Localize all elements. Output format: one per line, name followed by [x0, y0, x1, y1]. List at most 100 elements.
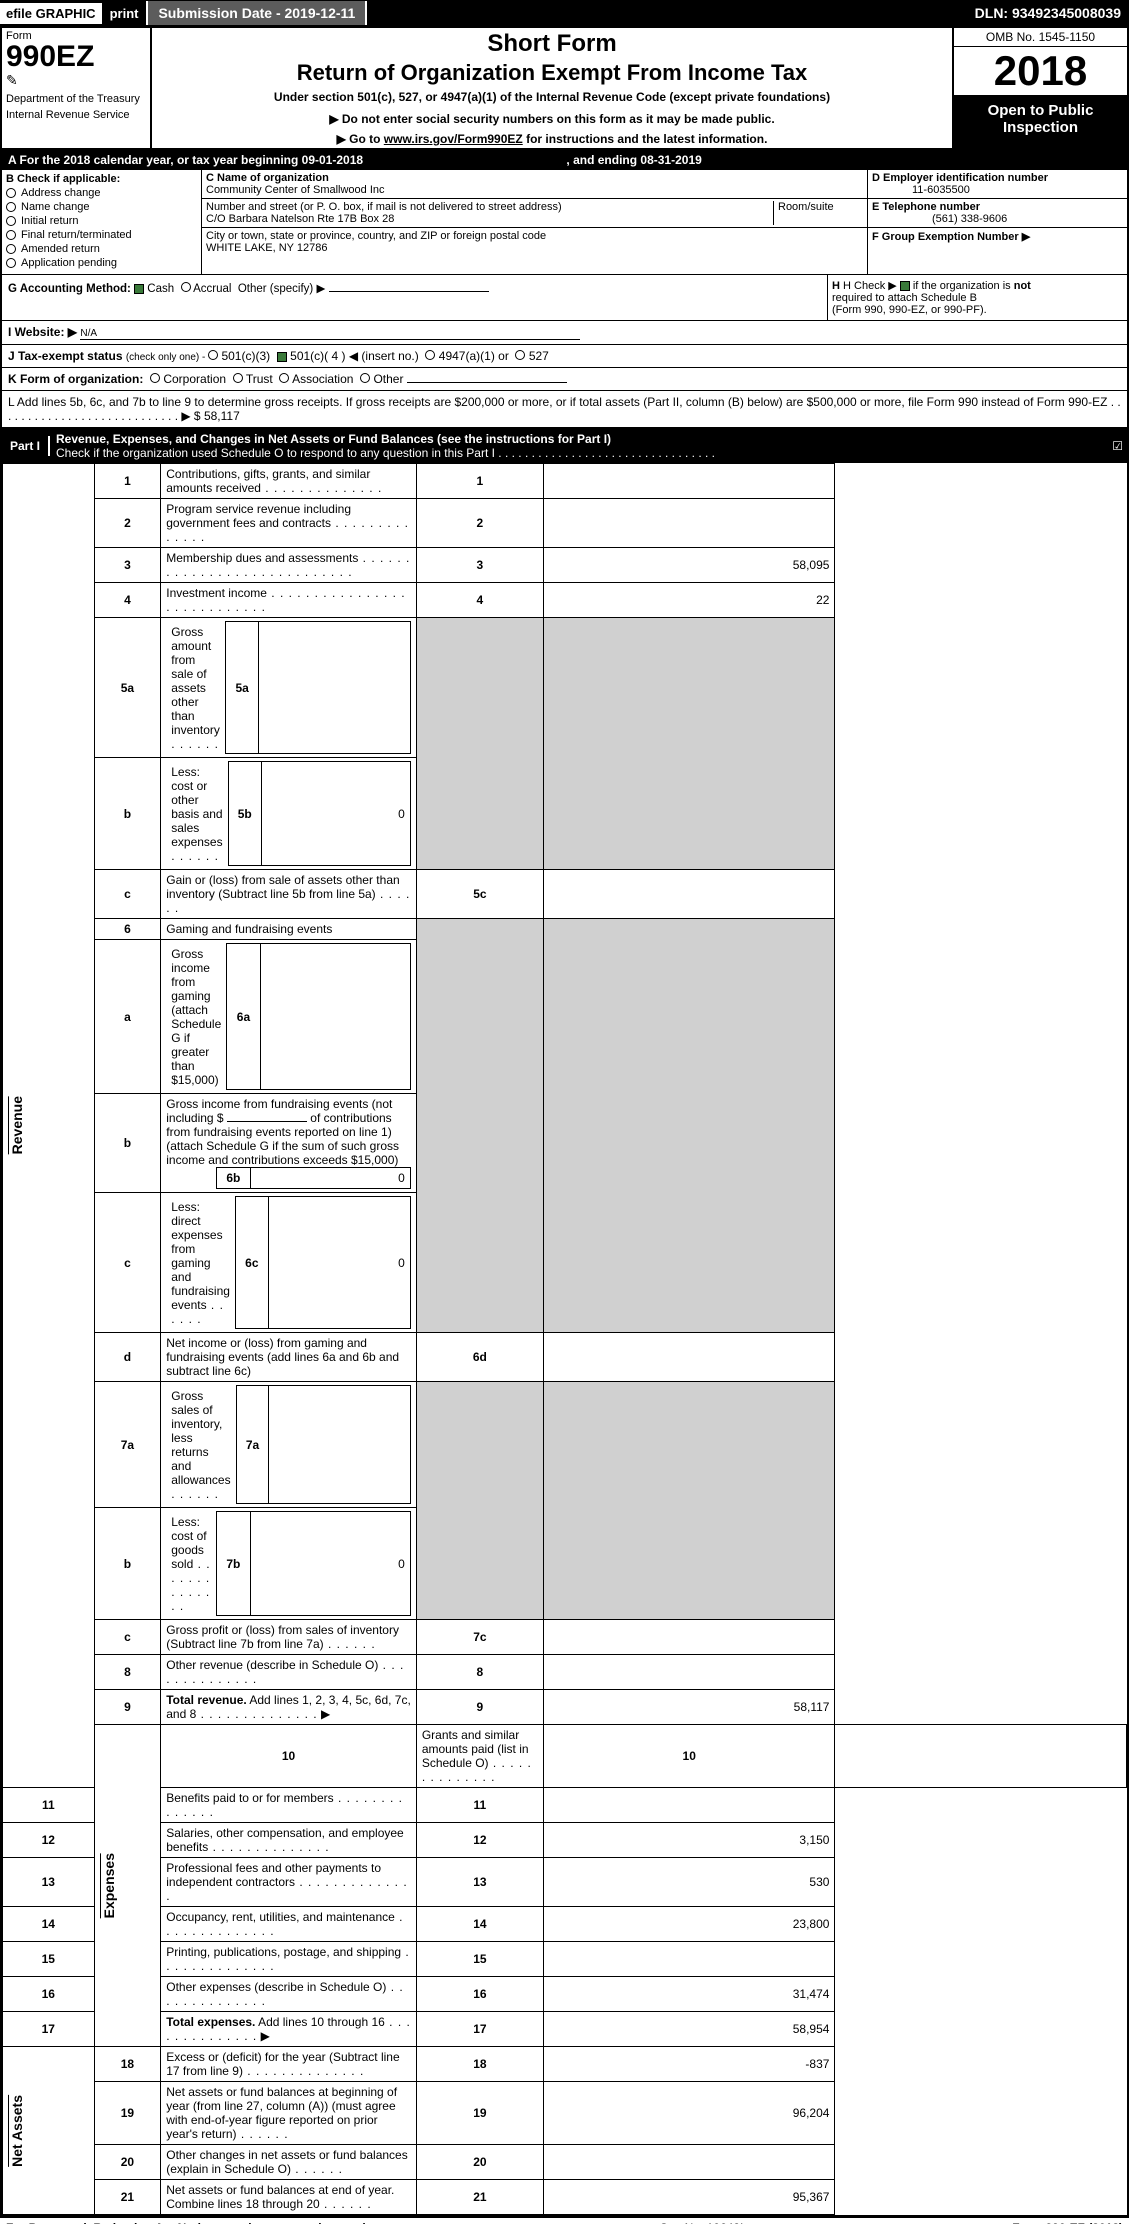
line-11-val [543, 1788, 835, 1823]
org-name-cell: C Name of organization Community Center … [202, 170, 867, 199]
chk-cash[interactable] [134, 284, 144, 294]
line-16-val: 31,474 [543, 1977, 835, 2012]
chk-assoc[interactable] [279, 373, 289, 383]
line-2-val [543, 499, 835, 548]
ein-cell: D Employer identification number 11-6035… [868, 170, 1127, 199]
line-21-desc: Net assets or fund balances at end of ye… [161, 2180, 417, 2215]
period-row: A For the 2018 calendar year, or tax yea… [2, 150, 1127, 170]
chk-pending[interactable] [6, 258, 16, 268]
header-right: OMB No. 1545-1150 2018 Open to Public In… [952, 28, 1127, 148]
k-corp: Corporation [163, 372, 226, 386]
line-5b-mid: 5b [228, 762, 261, 866]
j-note: (check only one) - [126, 352, 208, 363]
chk-address-change[interactable] [6, 188, 16, 198]
chk-name-change[interactable] [6, 202, 16, 212]
chk-other-k[interactable] [360, 373, 370, 383]
line-7b-midval: 0 [250, 1512, 410, 1616]
line-14-box: 14 [416, 1907, 543, 1942]
j-label: J Tax-exempt status [8, 349, 123, 363]
line-19-box: 19 [416, 2082, 543, 2145]
chk-501c[interactable] [277, 352, 287, 362]
line-16-num: 16 [3, 1977, 95, 2012]
line-20-desc: Other changes in net assets or fund bala… [161, 2145, 417, 2180]
line-6d-box: 6d [416, 1333, 543, 1382]
chk-accrual[interactable] [181, 282, 191, 292]
line-12-desc: Salaries, other compensation, and employ… [161, 1823, 417, 1858]
chk-527[interactable] [515, 350, 525, 360]
room-suite: Room/suite [773, 201, 863, 225]
line-7c-desc: Gross profit or (loss) from sales of inv… [161, 1620, 417, 1655]
line-17-desc: Total expenses. Add lines 10 through 16 … [161, 2012, 417, 2047]
line-13-num: 13 [3, 1858, 95, 1907]
line-8-desc: Other revenue (describe in Schedule O) [161, 1655, 417, 1690]
line-18-box: 18 [416, 2047, 543, 2082]
grey-6v [543, 919, 835, 1333]
line-4-val: 22 [543, 583, 835, 618]
chk-501c3[interactable] [208, 350, 218, 360]
line-12-box: 12 [416, 1823, 543, 1858]
expenses-side: Expenses [94, 1725, 161, 2047]
line-21-box: 21 [416, 2180, 543, 2215]
right-d: D Employer identification number 11-6035… [867, 170, 1127, 274]
line-6c-midval: 0 [268, 1197, 410, 1329]
line-1-val [543, 464, 835, 499]
line-6b-desc: Gross income from fundraising events (no… [161, 1094, 417, 1193]
line-5b-midval: 0 [261, 762, 410, 866]
chk-4947[interactable] [425, 350, 435, 360]
line-5b-desc: Less: cost or other basis and sales expe… [161, 758, 417, 870]
chk-trust[interactable] [233, 373, 243, 383]
line-9-val: 58,117 [543, 1690, 835, 1725]
line-14-desc: Occupancy, rent, utilities, and maintena… [161, 1907, 417, 1942]
line-16-desc: Other expenses (describe in Schedule O) [161, 1977, 417, 2012]
line-6c-num: c [94, 1193, 161, 1333]
goto-link[interactable]: www.irs.gov/Form990EZ [384, 132, 523, 146]
k-trust: Trust [246, 372, 273, 386]
goto-link-row: ▶ Go to www.irs.gov/Form990EZ for instru… [158, 132, 946, 146]
form-header: Form 990EZ ✎ Department of the Treasury … [2, 28, 1127, 150]
chk-corp[interactable] [150, 373, 160, 383]
j-c: 4947(a)(1) or [439, 349, 509, 363]
line-8-box: 8 [416, 1655, 543, 1690]
print-link[interactable]: print [102, 6, 147, 21]
chk-initial-return[interactable] [6, 216, 16, 226]
line-14-num: 14 [3, 1907, 95, 1942]
ein-label: D Employer identification number [872, 172, 1048, 184]
line-19-val: 96,204 [543, 2082, 835, 2145]
line-5a-midval [259, 622, 410, 754]
title-cell: Short Form Return of Organization Exempt… [152, 28, 952, 148]
org-name-label: C Name of organization [206, 172, 329, 184]
chk-final-return[interactable] [6, 230, 16, 240]
h-text1: H Check ▶ [843, 280, 900, 292]
line-7b-desc: Less: cost of goods sold 7b 0 [161, 1508, 417, 1620]
line-11-box: 11 [416, 1788, 543, 1823]
part1-checkbox[interactable]: ☑ [1112, 439, 1127, 453]
line-5c-num: c [94, 870, 161, 919]
line-7b-mid: 7b [216, 1512, 250, 1616]
line-4-box: 4 [416, 583, 543, 618]
addr: C/O Barbara Natelson Rte 17B Box 28 [206, 213, 394, 225]
group-exemption: F Group Exemption Number ▶ [868, 228, 1127, 245]
row-h: H H Check ▶ if the organization is not r… [827, 275, 1127, 320]
line-7a-midval [269, 1386, 410, 1504]
chk-h[interactable] [900, 281, 910, 291]
return-title: Return of Organization Exempt From Incom… [158, 60, 946, 86]
open-public: Open to Public Inspection [954, 96, 1127, 148]
period-a: A For the 2018 calendar year, or tax yea… [8, 153, 363, 167]
form-id-cell: Form 990EZ ✎ Department of the Treasury … [2, 28, 152, 148]
chk-amended[interactable] [6, 244, 16, 254]
line-14-val: 23,800 [543, 1907, 835, 1942]
form-number: 990EZ [6, 42, 146, 72]
h-text4: (Form 990, 990-EZ, or 990-PF). [832, 304, 987, 316]
under-section: Under section 501(c), 527, or 4947(a)(1)… [158, 90, 946, 104]
footer: For Paperwork Reduction Act Notice, see … [0, 2217, 1129, 2224]
netassets-side: Net Assets [3, 2047, 95, 2215]
line-12-val: 3,150 [543, 1823, 835, 1858]
checks-b-title: B Check if applicable: [6, 173, 197, 185]
ein-value: 11-6035500 [912, 184, 970, 196]
omb-number: OMB No. 1545-1150 [954, 28, 1127, 47]
k-other: Other [373, 372, 403, 386]
submission-date: Submission Date - 2019-12-11 [146, 1, 367, 25]
line-6a-num: a [94, 940, 161, 1094]
row-k: K Form of organization: Corporation Trus… [2, 368, 1127, 391]
grey-5 [416, 618, 543, 870]
